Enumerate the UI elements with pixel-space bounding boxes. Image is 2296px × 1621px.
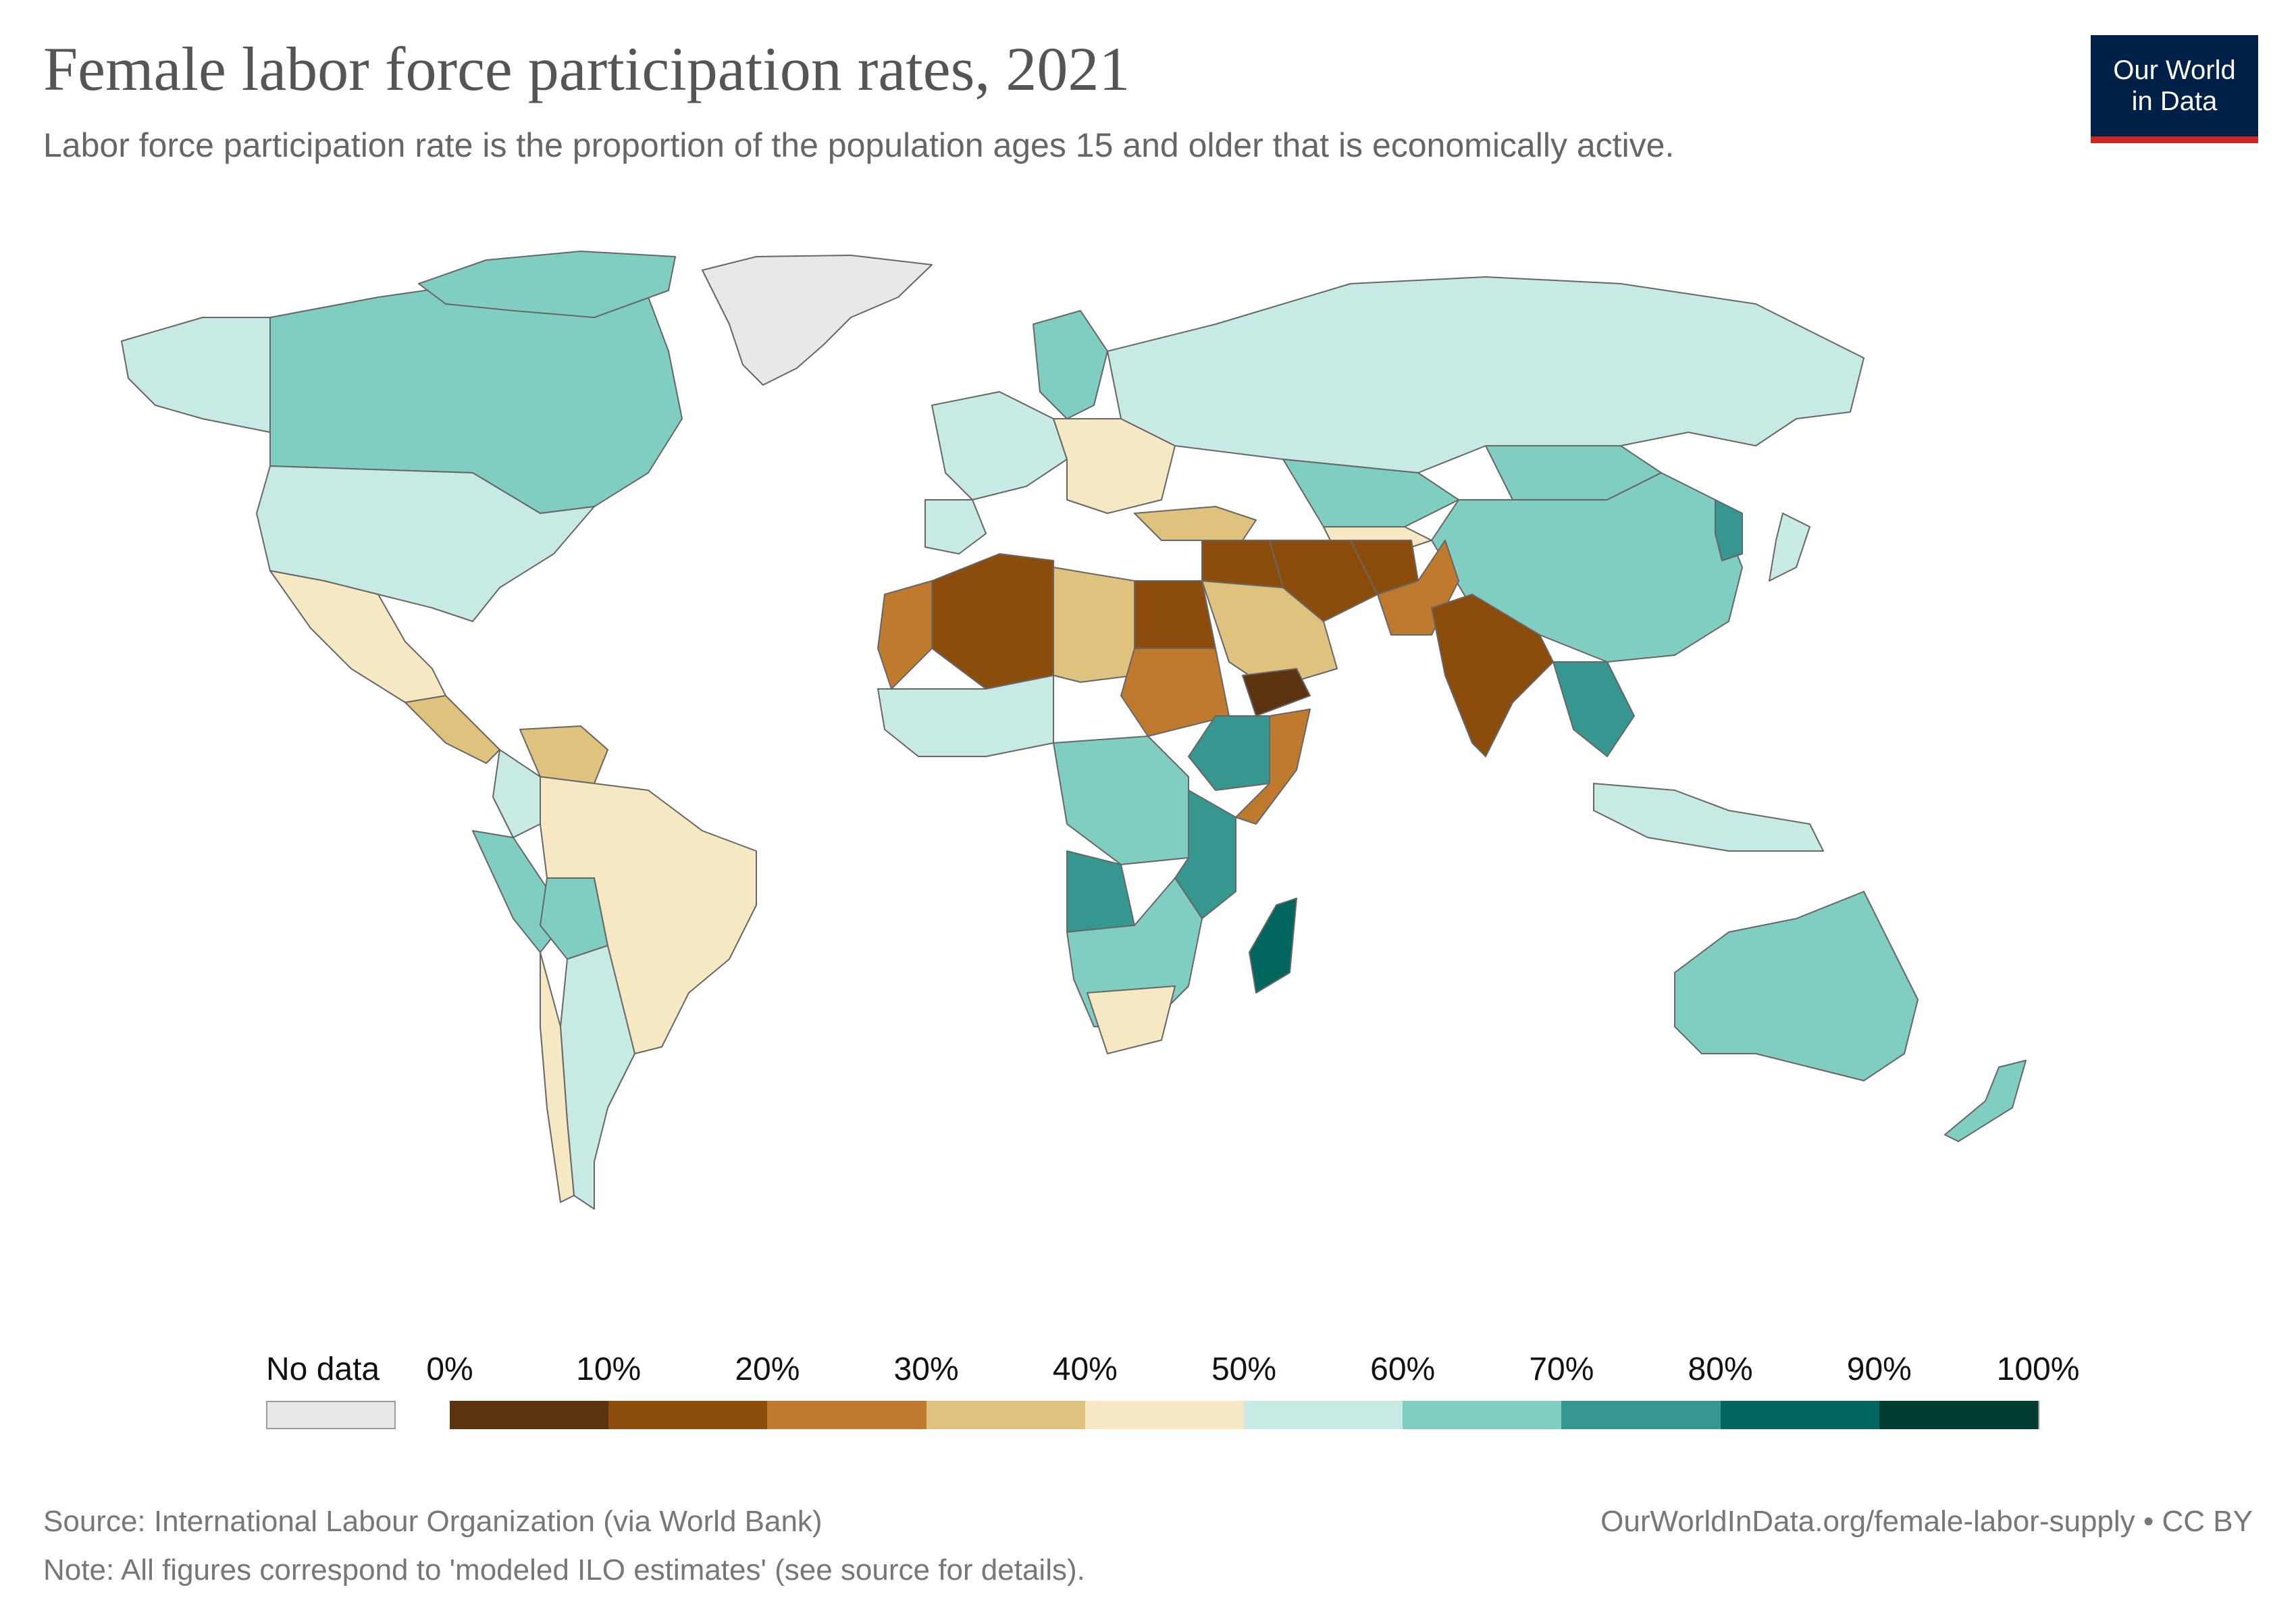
region-morocco[interactable] xyxy=(877,580,933,690)
region-colombia[interactable] xyxy=(492,749,541,838)
region-mexico[interactable] xyxy=(269,570,446,703)
region-egypt[interactable] xyxy=(1134,580,1216,649)
legend-tick-label: 50% xyxy=(1211,1352,1277,1387)
region-central-africa[interactable] xyxy=(1053,736,1189,865)
logo-line-1: Our World xyxy=(2113,55,2236,85)
legend-tick-label: 20% xyxy=(735,1352,800,1387)
world-map xyxy=(121,251,2027,1210)
region-russia[interactable] xyxy=(1107,276,1864,473)
region-iran[interactable] xyxy=(1269,540,1378,622)
legend-tick-label: 60% xyxy=(1370,1352,1436,1387)
legend-tick-label: 100% xyxy=(1996,1352,2080,1387)
legend-color-bin[interactable] xyxy=(450,1401,610,1429)
region-somalia[interactable] xyxy=(1235,709,1311,825)
logo-line-2: in Data xyxy=(2131,86,2218,116)
footer-link[interactable]: OurWorldInData.org/female-labor-supply •… xyxy=(1600,1505,2253,1538)
legend-tick-label: 80% xyxy=(1688,1352,1753,1387)
region-new-zealand[interactable] xyxy=(1944,1060,2027,1142)
region-india[interactable] xyxy=(1431,594,1554,757)
legend-no-data-label: No data xyxy=(266,1352,380,1387)
legend-color-bin[interactable] xyxy=(1244,1401,1405,1429)
page-subtitle: Labor force participation rate is the pr… xyxy=(43,126,1675,164)
region-brazil[interactable] xyxy=(540,776,757,1054)
region-korea[interactable] xyxy=(1715,499,1743,561)
region-greenland[interactable] xyxy=(702,255,933,386)
legend-tick-label: 40% xyxy=(1052,1352,1118,1387)
region-ethiopia[interactable] xyxy=(1188,715,1270,791)
region-south-africa[interactable] xyxy=(1087,985,1176,1054)
region-libya[interactable] xyxy=(1053,567,1135,683)
source-text: Source: International Labour Organizatio… xyxy=(43,1505,823,1538)
region-australia[interactable] xyxy=(1674,891,1919,1081)
region-indonesia[interactable] xyxy=(1593,783,1824,852)
region-sudan[interactable] xyxy=(1120,648,1230,737)
region-venezuela[interactable] xyxy=(519,725,608,784)
region-iberia[interactable] xyxy=(924,499,987,555)
legend-tick-label: 0% xyxy=(426,1352,473,1387)
region-yemen[interactable] xyxy=(1242,668,1311,717)
legend-tick-label: 90% xyxy=(1846,1352,1912,1387)
region-western-europe[interactable] xyxy=(931,391,1068,500)
region-arctic-islands[interactable] xyxy=(418,251,676,318)
legend-color-bin[interactable] xyxy=(1879,1401,2039,1429)
region-kazakhstan[interactable] xyxy=(1282,459,1459,528)
legend-tick-label: 10% xyxy=(576,1352,642,1387)
note-text: Note: All figures correspond to 'modeled… xyxy=(43,1553,1085,1587)
region-central-america[interactable] xyxy=(405,695,500,764)
region-alaska[interactable] xyxy=(121,317,271,433)
region-west-africa[interactable] xyxy=(877,675,1054,757)
region-algeria[interactable] xyxy=(931,553,1054,690)
legend-tick-label: 70% xyxy=(1529,1352,1594,1387)
region-southeast-asia[interactable] xyxy=(1553,661,1635,757)
region-japan[interactable] xyxy=(1769,513,1810,582)
region-madagascar[interactable] xyxy=(1249,898,1297,994)
legend-color-bin[interactable] xyxy=(608,1401,769,1429)
region-chile[interactable] xyxy=(540,952,575,1203)
legend-color-bin[interactable] xyxy=(1403,1401,1563,1429)
legend-no-data-swatch xyxy=(266,1401,396,1429)
region-turkey[interactable] xyxy=(1134,506,1257,541)
legend-color-bin[interactable] xyxy=(1085,1401,1245,1429)
legend-color-bin[interactable] xyxy=(926,1401,1087,1429)
legend-color-bin[interactable] xyxy=(1720,1401,1881,1429)
owid-logo[interactable]: Our World in Data xyxy=(2091,35,2258,143)
legend-color-bin[interactable] xyxy=(1561,1401,1722,1429)
region-scandinavia[interactable] xyxy=(1033,310,1108,419)
page-title: Female labor force participation rates, … xyxy=(43,34,1130,103)
legend-color-bin[interactable] xyxy=(767,1401,928,1429)
legend-tick-label: 30% xyxy=(893,1352,959,1387)
